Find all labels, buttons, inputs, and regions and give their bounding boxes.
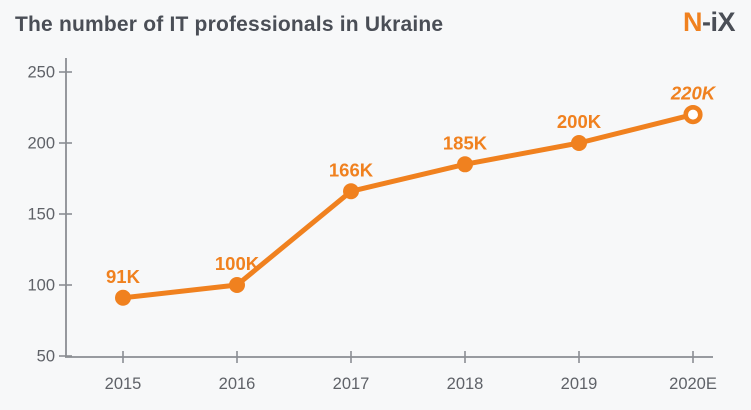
x-tick-label-2017: 2017 [333,375,370,393]
data-point-2015 [115,289,131,306]
nix-logo-ix: -iX [701,7,736,37]
x-tick-label-2016: 2016 [219,375,256,393]
y-tick-label-50: 50 [37,348,55,366]
chart-title: The number of IT professionals in Ukrain… [15,13,444,36]
data-point-2017 [343,183,359,200]
x-tick-label-2018: 2018 [447,375,484,393]
y-tick-label-150: 150 [27,206,55,224]
data-point-2020E [683,104,703,125]
point-label-2016: 100K [215,253,260,274]
data-point-2019 [571,135,587,151]
y-tick-label-250: 250 [27,64,55,82]
series-line [120,112,696,301]
x-tick-label-2015: 2015 [105,375,142,393]
point-label-2020E: 220K [670,83,717,104]
y-tick-label-200: 200 [27,135,55,153]
x-tick-label-2020E: 2020E [669,375,717,393]
point-label-2015: 91K [106,266,141,287]
data-point-2016 [229,277,245,293]
nix-logo-n: N [682,7,703,37]
data-point-2018 [457,156,473,173]
point-label-2019: 200K [557,111,602,132]
nix-logo: N-iX [682,7,736,38]
point-label-2017: 166K [329,159,374,180]
x-tick-label-2019: 2019 [561,375,598,393]
y-tick-label-100: 100 [27,277,55,295]
point-label-2018: 185K [443,132,488,153]
